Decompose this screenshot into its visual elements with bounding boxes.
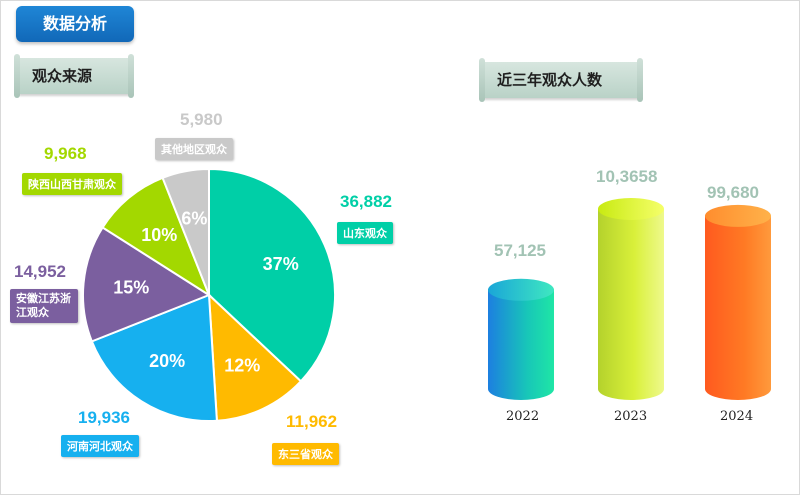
source-section-title: 观众来源: [14, 54, 134, 98]
pie-percent-dongsansheng: 12%: [224, 356, 260, 376]
pie-value-henanhebei: 19,936: [78, 408, 130, 427]
x-tick-2022: 2022: [506, 409, 540, 424]
pie-slice-dongsansheng: [207, 292, 303, 422]
pie-tag-shaanxi: 陕西山西甘肃观众: [22, 173, 122, 195]
pie-value-shandong: 36,882: [340, 192, 392, 211]
bar-2022: [488, 289, 554, 400]
pie-slice-other: [161, 167, 210, 296]
page-title[interactable]: 数据分析: [16, 6, 134, 42]
pie-tag-dongsansheng: 东三省观众: [272, 443, 339, 465]
x-tick-2023: 2023: [614, 409, 648, 424]
trend-section-title: 近三年观众人数: [479, 58, 643, 102]
pie-tag-other: 其他地区观众: [155, 138, 233, 160]
pie-value-anhui: 14,952: [14, 262, 66, 281]
bar-2024: [705, 215, 771, 400]
pie-slice-shandong: [208, 167, 336, 383]
bar-top-2024: [705, 204, 771, 227]
pie-value-dongsansheng: 11,962: [286, 412, 338, 431]
bar-top-2023: [598, 198, 664, 220]
pie-slice-shaanxi: [101, 176, 212, 298]
pie-percent-shaanxi: 10%: [141, 225, 177, 245]
bar-value-2024: 99,680: [707, 183, 759, 202]
pie-percent-other: 6%: [181, 208, 207, 228]
pie-percent-shandong: 37%: [263, 254, 299, 274]
pie-slice-anhui: [82, 226, 212, 343]
pie-tag-anhui: 安徽江苏浙江观众: [10, 289, 78, 323]
x-tick-2024: 2024: [720, 409, 754, 424]
bar-2023: [598, 209, 664, 400]
bar-top-2022: [488, 278, 554, 301]
bar-value-2022: 57,125: [494, 241, 546, 260]
pie-value-other: 5,980: [180, 110, 223, 129]
pie-percent-henanhebei: 20%: [149, 351, 185, 371]
pie-tag-shandong: 山东观众: [337, 222, 393, 244]
pie-slice-henanhebei: [90, 293, 218, 422]
pie-value-shaanxi: 9,968: [44, 144, 87, 163]
pie-percent-anhui: 15%: [113, 278, 149, 298]
pie-tag-henanhebei: 河南河北观众: [61, 435, 139, 457]
bar-value-2023: 10,3658: [596, 167, 658, 186]
